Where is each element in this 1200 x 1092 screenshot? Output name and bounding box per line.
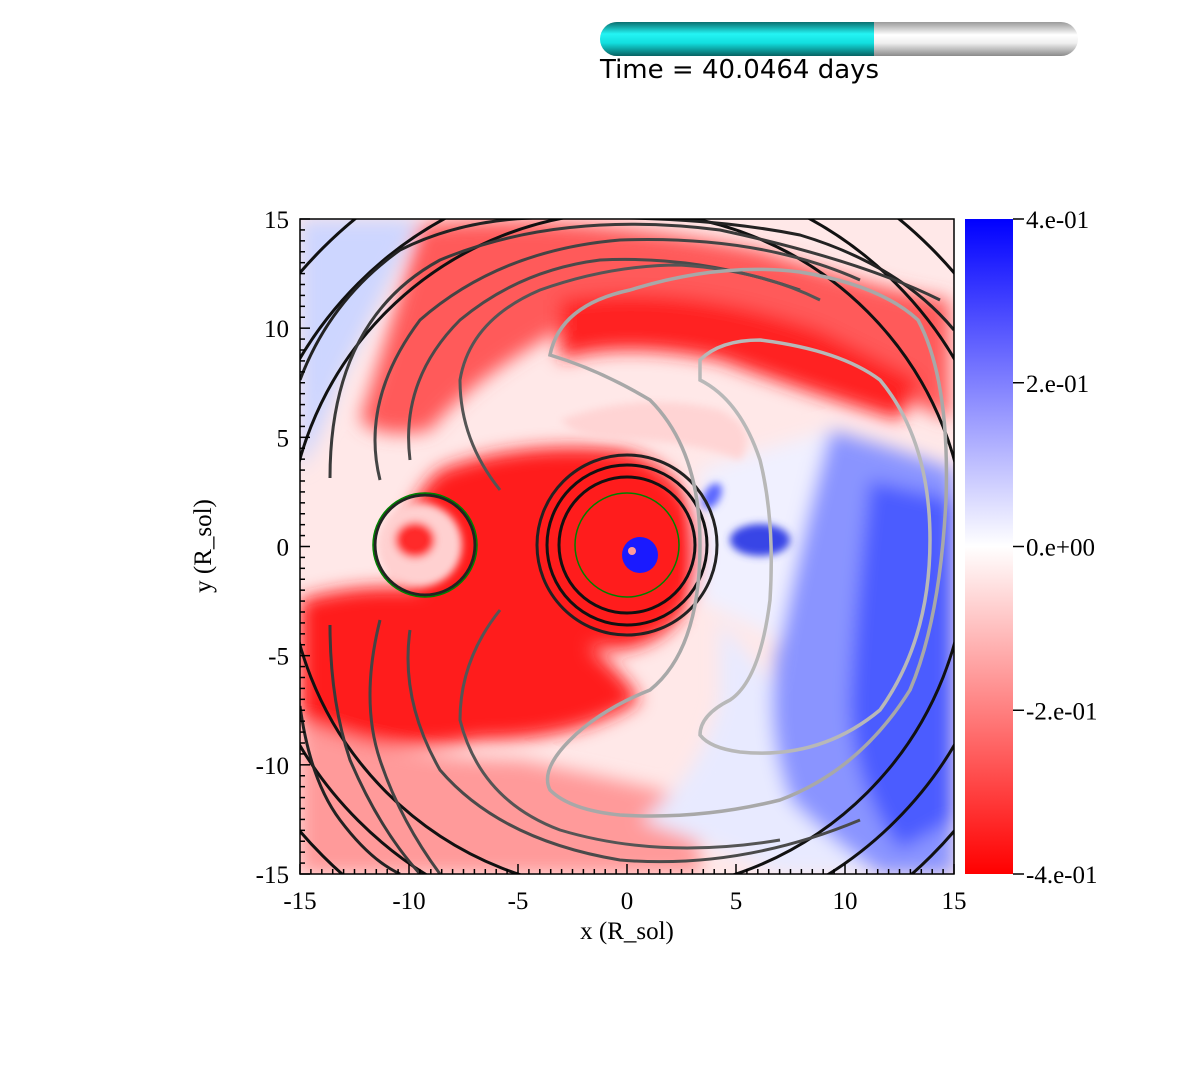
y-tick-label: -5 (268, 644, 289, 671)
colorbar-tick-label: 2.e-01 (1026, 371, 1089, 398)
time-label: Time = 40.0464 days (600, 55, 880, 85)
x-tick-label: 15 (942, 888, 967, 915)
colorbar-tick-label: 4.e-01 (1026, 207, 1089, 234)
potential-contours (300, 219, 954, 874)
y-tick-label: 0 (277, 535, 290, 562)
y-tick-label: -15 (256, 862, 289, 889)
y-tick-label: -10 (256, 753, 289, 780)
density-features (378, 402, 790, 587)
y-tick-label: 10 (264, 316, 289, 343)
colorbar-ticks: 4.e-01 2.e-01 0.e+00 -2.e-01 -4.e-01 (1013, 207, 1098, 889)
x-tick-label: 10 (833, 888, 858, 915)
time-progress-bar (600, 22, 1078, 56)
x-axis: -15 -10 -5 0 5 10 15 (283, 864, 967, 915)
colorbar-tick-label: 0.e+00 (1026, 535, 1095, 562)
y-axis: -15 -10 -5 0 5 10 15 (256, 207, 310, 889)
core-center (628, 547, 636, 555)
y-axis-label: y (R_sol) (190, 499, 217, 593)
time-progress-fill (600, 22, 875, 56)
x-tick-label: -10 (392, 888, 425, 915)
x-tick-label: 5 (730, 888, 743, 915)
density-field (300, 219, 954, 874)
x-tick-label: -15 (283, 888, 316, 915)
x-axis-label: x (R_sol) (580, 918, 674, 945)
x-tick-label: 0 (621, 888, 634, 915)
colorbar (965, 219, 1013, 874)
plot-area (300, 219, 954, 874)
x-tick-label: -5 (508, 888, 529, 915)
colorbar-tick-label: -2.e-01 (1026, 698, 1098, 725)
colorbar-tick-label: -4.e-01 (1026, 862, 1098, 889)
y-tick-label: 15 (264, 207, 289, 234)
y-tick-label: 5 (277, 425, 290, 452)
core-blue-spot (622, 537, 658, 573)
